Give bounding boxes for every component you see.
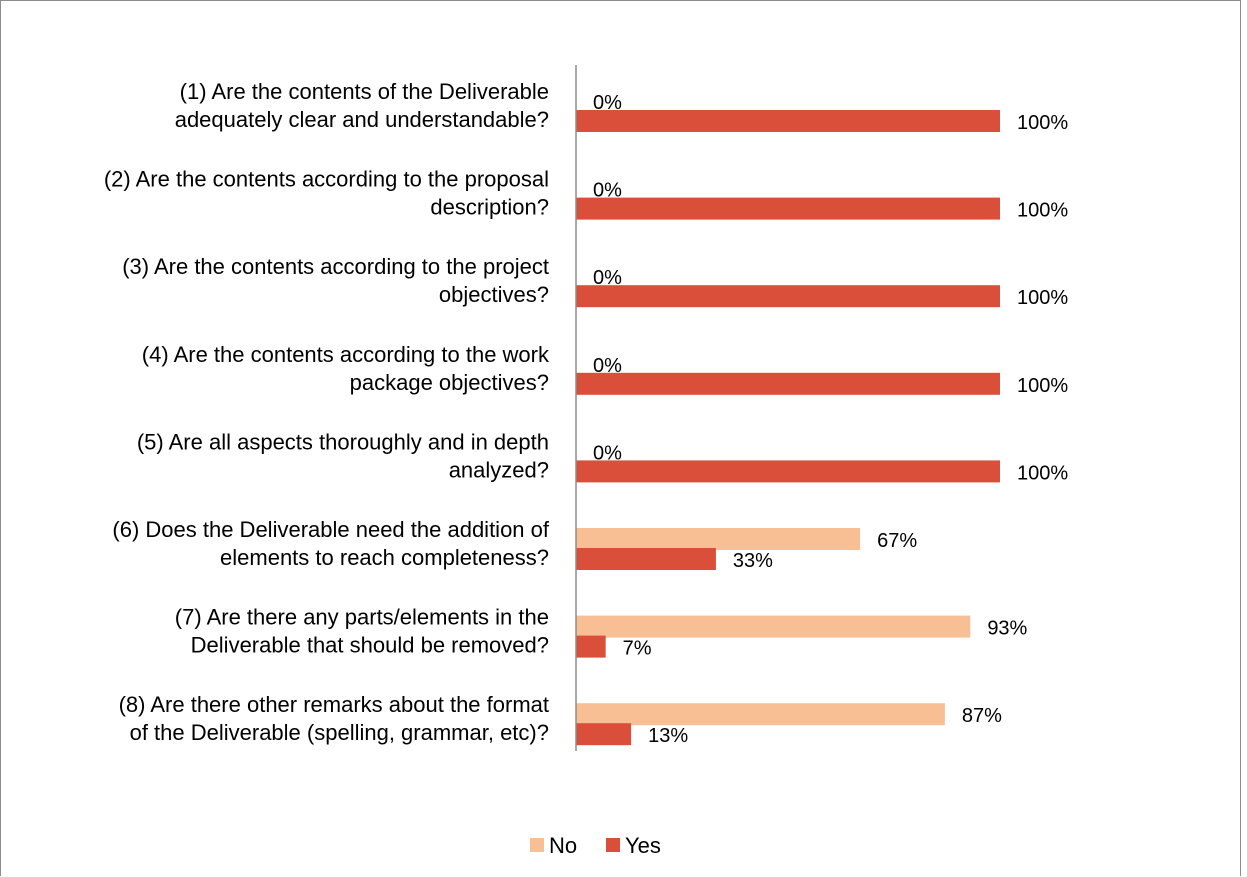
bar-yes-6: [576, 548, 716, 570]
bar-no-8: [576, 703, 945, 726]
category-label-1-line-1: (1) Are the contents of the Deliverable: [180, 79, 549, 104]
bar-yes-8: [576, 723, 632, 746]
data-label-no-7: 93%: [987, 618, 1027, 640]
category-label-4-line-2: package objectives?: [350, 370, 549, 395]
legend-swatch-no: [530, 838, 544, 852]
category-label-4: (4) Are the contents according to the wo…: [142, 342, 550, 395]
bar-yes-7: [576, 635, 606, 658]
legend: No Yes: [530, 833, 661, 858]
data-label-no-8: 87%: [962, 705, 1002, 727]
bar-no-6: [576, 528, 861, 550]
category-label-4-line-1: (4) Are the contents according to the wo…: [142, 342, 550, 367]
category-label-5-line-2: analyzed?: [449, 457, 549, 482]
category-label-6-line-1: (6) Does the Deliverable need the additi…: [112, 517, 549, 542]
legend-label-yes: Yes: [625, 833, 661, 858]
bar-yes-2: [576, 197, 1000, 220]
category-label-8: (8) Are there other remarks about the fo…: [119, 692, 549, 745]
category-label-6-line-2: elements to reach completeness?: [220, 545, 549, 570]
category-label-7-line-1: (7) Are there any parts/elements in the: [175, 605, 549, 630]
category-label-3-line-1: (3) Are the contents according to the pr…: [122, 254, 549, 279]
category-label-2: (2) Are the contents according to the pr…: [104, 167, 549, 220]
data-label-yes-1: 100%: [1017, 112, 1068, 134]
category-label-5: (5) Are all aspects thoroughly and in de…: [137, 429, 549, 482]
category-label-6: (6) Does the Deliverable need the additi…: [112, 517, 549, 570]
category-label-1: (1) Are the contents of the Deliverable a…: [175, 79, 549, 132]
data-label-yes-4: 100%: [1017, 375, 1068, 397]
category-label-8-line-1: (8) Are there other remarks about the fo…: [119, 692, 549, 717]
data-label-yes-6: 33%: [733, 550, 773, 572]
data-label-no-2: 0%: [593, 180, 622, 202]
bar-no-7: [576, 615, 971, 638]
category-label-8-line-2: of the Deliverable (spelling, grammar, e…: [130, 720, 549, 745]
data-label-yes-2: 100%: [1017, 200, 1068, 222]
legend-swatch-yes: [606, 838, 620, 852]
bar-yes-4: [576, 372, 1000, 395]
data-label-yes-7: 7%: [623, 638, 652, 660]
category-label-7: (7) Are there any parts/elements in the D…: [175, 605, 549, 658]
data-label-no-6: 67%: [877, 530, 917, 552]
data-label-no-1: 0%: [593, 92, 622, 114]
category-label-7-line-2: Deliverable that should be removed?: [191, 633, 549, 658]
data-label-yes-3: 100%: [1017, 287, 1068, 309]
category-label-3: (3) Are the contents according to the pr…: [122, 254, 549, 307]
category-label-2-line-2: description?: [430, 195, 549, 220]
category-label-2-line-1: (2) Are the contents according to the pr…: [104, 167, 549, 192]
data-label-yes-5: 100%: [1017, 462, 1068, 484]
category-label-5-line-1: (5) Are all aspects thoroughly and in de…: [137, 429, 549, 454]
data-label-yes-8: 13%: [648, 725, 688, 747]
legend-label-no: No: [549, 833, 577, 858]
data-label-no-3: 0%: [593, 267, 622, 289]
bar-yes-1: [576, 110, 1000, 132]
bar-yes-3: [576, 285, 1000, 308]
bar-yes-5: [576, 460, 1000, 483]
category-label-3-line-2: objectives?: [439, 282, 549, 307]
data-label-no-5: 0%: [593, 442, 622, 464]
category-label-1-line-2: adequately clear and understandable?: [175, 107, 549, 132]
data-label-no-4: 0%: [593, 355, 622, 377]
